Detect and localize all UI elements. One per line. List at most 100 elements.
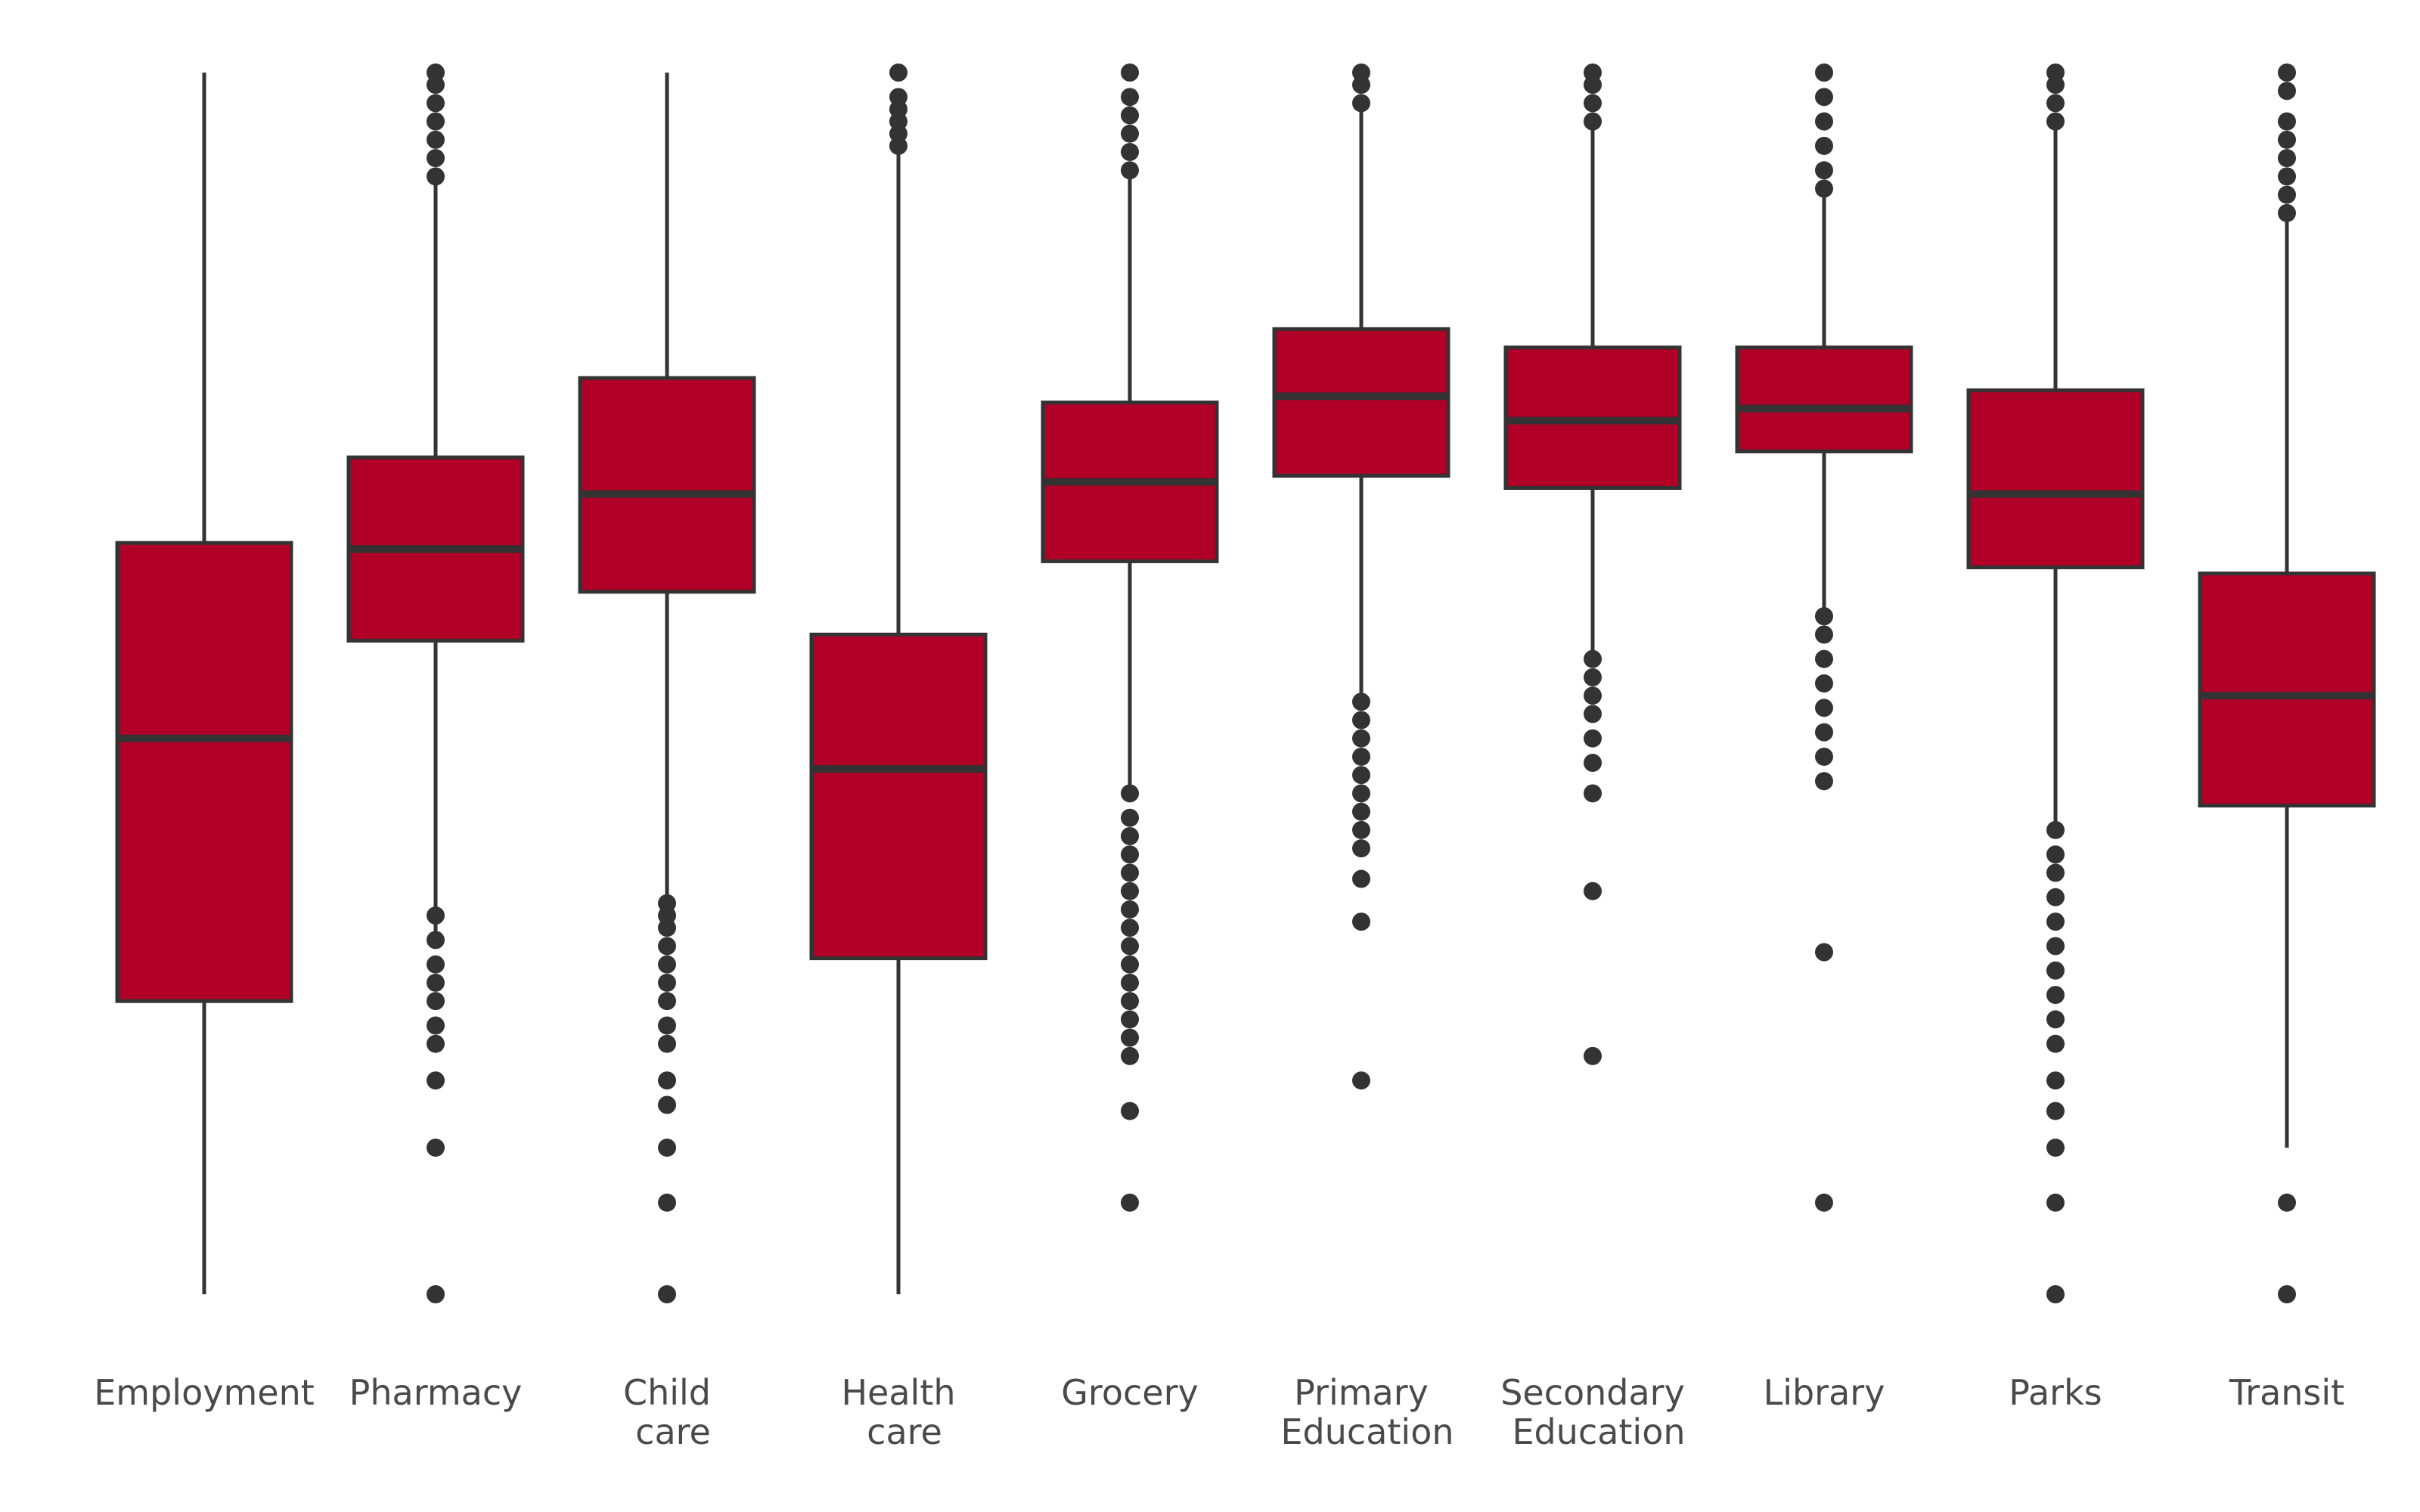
- outlier-point: [2046, 986, 2065, 1005]
- category-label: Primary Education: [1280, 1372, 1454, 1452]
- outlier-point: [2046, 937, 2065, 956]
- outlier-point: [2278, 112, 2296, 131]
- outlier-point: [1121, 827, 1139, 845]
- outlier-point: [1584, 64, 1602, 82]
- box-group-7: [1735, 64, 1913, 1212]
- outlier-point: [658, 1139, 676, 1157]
- outlier-point: [1121, 900, 1139, 919]
- outlier-point: [2046, 94, 2065, 113]
- outlier-point: [1815, 607, 1833, 626]
- outlier-point: [2278, 167, 2296, 186]
- boxes-layer: [115, 64, 2376, 1303]
- outlier-point: [1815, 161, 1833, 180]
- outlier-point: [1584, 729, 1602, 748]
- outlier-point: [1121, 919, 1139, 937]
- outlier-point: [427, 149, 445, 168]
- outlier-point: [1121, 955, 1139, 974]
- outlier-point: [1584, 649, 1602, 668]
- outlier-point: [658, 1285, 676, 1303]
- outlier-point: [427, 906, 445, 925]
- category-label: Secondary Education: [1500, 1372, 1685, 1452]
- outlier-point: [1584, 94, 1602, 113]
- outlier-point: [1584, 686, 1602, 705]
- outlier-point: [427, 973, 445, 992]
- outlier-point: [2046, 820, 2065, 839]
- box-group-2: [578, 73, 756, 1303]
- category-label-line: Health: [841, 1372, 955, 1413]
- outlier-point: [658, 955, 676, 974]
- outlier-point: [1815, 625, 1833, 644]
- outlier-point: [2046, 912, 2065, 931]
- box-group-3: [809, 64, 988, 1294]
- outlier-point: [658, 1071, 676, 1090]
- outlier-point: [1121, 106, 1139, 125]
- outlier-point: [1815, 674, 1833, 692]
- outlier-point: [658, 894, 676, 912]
- outlier-point: [1121, 808, 1139, 827]
- outlier-point: [1584, 784, 1602, 803]
- outlier-point: [2046, 1285, 2065, 1303]
- outlier-point: [1121, 973, 1139, 992]
- category-label-line: care: [635, 1411, 711, 1452]
- category-label: Employment: [94, 1372, 315, 1413]
- outlier-point: [427, 94, 445, 113]
- box-iqr: [578, 376, 756, 594]
- outlier-point: [1121, 124, 1139, 143]
- outlier-point: [889, 88, 908, 107]
- outlier-point: [1815, 136, 1833, 155]
- outlier-point: [1815, 179, 1833, 198]
- outlier-point: [427, 1139, 445, 1157]
- box-group-5: [1272, 64, 1450, 1090]
- outlier-point: [427, 1071, 445, 1090]
- outlier-point: [1815, 723, 1833, 742]
- outlier-point: [2046, 1034, 2065, 1053]
- box-group-6: [1503, 64, 1682, 1065]
- outlier-point: [1121, 1193, 1139, 1212]
- category-label-line: Child: [623, 1372, 711, 1413]
- box-iqr: [1966, 388, 2145, 569]
- outlier-point: [1584, 881, 1602, 900]
- outlier-point: [2278, 1285, 2296, 1303]
- outlier-point: [1121, 1028, 1139, 1047]
- category-label: Pharmacy: [349, 1372, 523, 1413]
- category-label-line: Education: [1512, 1411, 1685, 1452]
- box-group-1: [346, 64, 525, 1303]
- category-label-line: Employment: [94, 1372, 315, 1413]
- outlier-point: [427, 955, 445, 974]
- category-label: Library: [1764, 1372, 1885, 1413]
- outlier-point: [2278, 203, 2296, 222]
- outlier-point: [1121, 88, 1139, 107]
- outlier-point: [2278, 149, 2296, 168]
- outlier-point: [658, 992, 676, 1011]
- outlier-point: [2046, 1010, 2065, 1029]
- outlier-point: [1352, 692, 1370, 711]
- outlier-point: [1584, 705, 1602, 723]
- outlier-point: [2046, 1101, 2065, 1120]
- outlier-point: [1352, 784, 1370, 803]
- outlier-point: [1121, 881, 1139, 900]
- outlier-point: [1584, 1046, 1602, 1065]
- box-group-0: [115, 73, 293, 1294]
- outlier-point: [1352, 802, 1370, 821]
- outlier-point: [2278, 130, 2296, 149]
- outlier-point: [1815, 699, 1833, 717]
- outlier-point: [1815, 649, 1833, 668]
- outlier-point: [2046, 961, 2065, 980]
- outlier-point: [427, 1034, 445, 1053]
- outlier-point: [1352, 747, 1370, 766]
- box-iqr: [2198, 572, 2376, 808]
- outlier-point: [1121, 1046, 1139, 1065]
- outlier-point: [1352, 729, 1370, 748]
- outlier-point: [427, 1285, 445, 1303]
- category-label: Parks: [2009, 1372, 2102, 1413]
- outlier-point: [1121, 937, 1139, 956]
- outlier-point: [658, 1016, 676, 1035]
- category-label-line: Grocery: [1061, 1372, 1198, 1413]
- category-label-line: Primary: [1294, 1372, 1429, 1413]
- outlier-point: [1121, 161, 1139, 180]
- outlier-point: [2278, 1193, 2296, 1212]
- outlier-point: [1121, 64, 1139, 82]
